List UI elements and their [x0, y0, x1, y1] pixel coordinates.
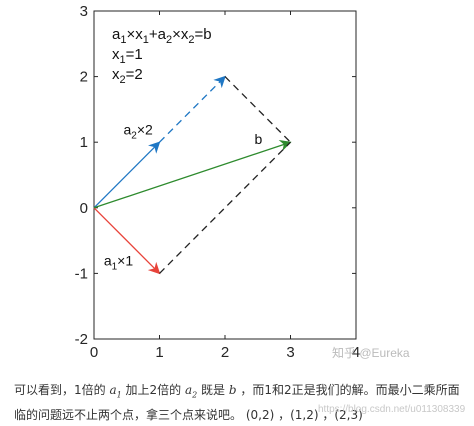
label-b: b	[254, 131, 262, 147]
x-tick-label: 3	[286, 344, 294, 361]
axis-ticks: 0 1 2 3 4 -2 -1 0 1 2 3	[75, 3, 361, 361]
vector-a1x1	[93, 207, 161, 275]
y-tick-label: -1	[75, 265, 88, 282]
x-tick-label: 0	[90, 344, 98, 361]
x-tick-label: 1	[155, 344, 163, 361]
vector-a2x2-dashed	[159, 75, 226, 143]
equation-line-1: a1×x1+a2×x2=b	[112, 26, 212, 46]
vector-dash-bottom	[159, 141, 291, 274]
equation-line-2: x1=1	[112, 46, 143, 66]
url-watermark: https://blog.csdn.net/u011308339	[318, 404, 466, 415]
label-a2x2: a2×2	[123, 121, 153, 141]
y-tick-label: -2	[75, 331, 88, 348]
x-tick-label: 4	[352, 344, 360, 361]
vector-a2x2-solid	[93, 141, 161, 209]
zhihu-watermark: 知乎 @Eureka	[332, 346, 410, 360]
y-tick-label: 3	[80, 3, 88, 20]
y-tick-label: 0	[80, 200, 88, 217]
label-a1x1: a1×1	[104, 253, 134, 273]
caption-text: 可以看到，1倍的 a1 加上2倍的 a2 既是 b ，而1和2正是我们的解。而最…	[14, 383, 460, 423]
y-tick-label: 2	[80, 69, 88, 86]
vector-b	[93, 139, 292, 209]
equation-line-3: x2=2	[112, 66, 143, 86]
vector-plot: 0 1 2 3 4 -2 -1 0 1 2 3 a1×x1+a2×x2=b x1=1 x2=2 a2…	[75, 3, 410, 361]
vectors	[93, 75, 292, 275]
vector-dash-top	[224, 76, 291, 143]
x-tick-label: 2	[221, 344, 229, 361]
y-tick-label: 1	[80, 134, 88, 151]
